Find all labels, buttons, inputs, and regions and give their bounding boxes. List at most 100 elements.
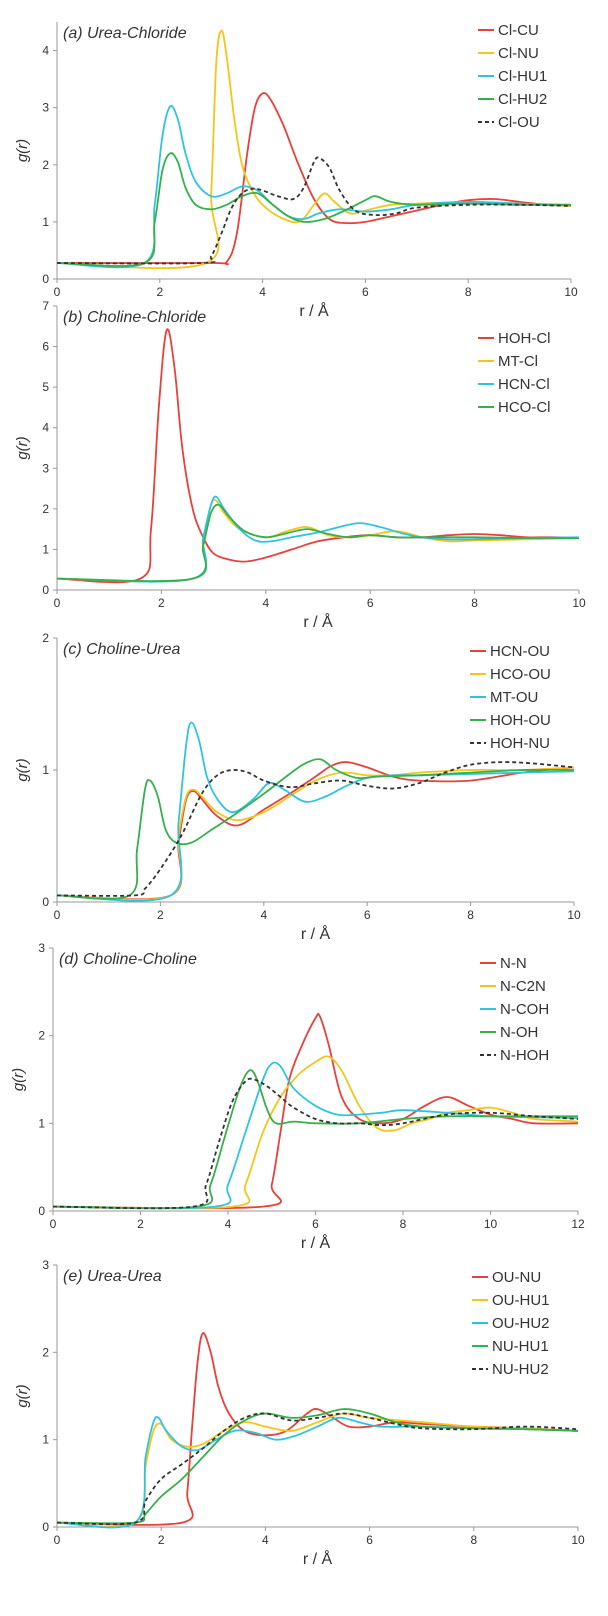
y-tick-label: 5	[42, 380, 49, 394]
y-tick-label: 0	[42, 1520, 49, 1534]
series-line-ou-hu2	[56, 1415, 579, 1529]
legend-label: OU-HU2	[492, 1315, 550, 1332]
y-tick-label: 1	[42, 1433, 49, 1447]
series-line-cl-hu1	[56, 105, 572, 269]
series-line-n-oh	[52, 1069, 578, 1210]
y-tick-label: 0	[42, 272, 49, 286]
x-tick-label: 4	[260, 908, 267, 922]
y-axis-label: g(r)	[14, 436, 31, 459]
legend-label: NU-HU2	[492, 1361, 549, 1378]
y-tick-label: 3	[42, 101, 49, 115]
series-line-cl-cu	[56, 92, 572, 266]
chart-panel-a: 0 1 2 3 4 0 2 4 6 8 10 (a) Urea-Chloride g(r) r / Å Cl…	[14, 22, 578, 320]
y-tick-label: 3	[38, 941, 45, 955]
y-tick-label: 1	[42, 542, 49, 556]
x-tick-label: 8	[471, 596, 478, 610]
x-tick-label: 0	[54, 596, 61, 610]
x-axis-label: r / Å	[301, 1233, 331, 1252]
series-line-n-hoh	[52, 1077, 579, 1210]
x-tick-label: 6	[367, 596, 374, 610]
legend-label: Cl-HU1	[498, 68, 547, 85]
x-axis-label: r / Å	[301, 924, 331, 943]
y-tick-label: 3	[42, 461, 49, 475]
x-tick-label: 6	[362, 285, 369, 299]
chart-panel-b: 0 1 2 3 4 5 6 7 0 2 4 6 8 10 (b) Choline-Chloride g(r) r…	[14, 299, 586, 631]
legend-label: N-N	[500, 955, 527, 972]
legend-label: HCO-Cl	[498, 399, 551, 416]
series-line-cl-hu2	[56, 152, 572, 267]
legend: OU-NU OU-HU1 OU-HU2 NU-HU1 NU-HU2	[472, 1269, 550, 1378]
chart-title: (a) Urea-Chloride	[63, 25, 187, 42]
x-tick-label: 4	[259, 285, 266, 299]
x-tick-label: 2	[156, 285, 163, 299]
legend-label: MT-OU	[490, 689, 538, 706]
series-line-hco-cl	[56, 503, 580, 582]
y-tick-label: 4	[42, 44, 49, 58]
series-line-ou-nu	[56, 1332, 579, 1526]
legend: Cl-CU Cl-NU Cl-HU1 Cl-HU2 Cl-OU	[478, 22, 547, 131]
legend-label: N-HOH	[500, 1047, 549, 1064]
legend-label: Cl-NU	[498, 45, 539, 62]
series-line-ou-hu1	[56, 1412, 579, 1528]
x-tick-label: 8	[467, 908, 474, 922]
y-tick-label: 1	[38, 1116, 45, 1130]
y-axis-label: g(r)	[14, 758, 31, 781]
x-tick-label: 10	[572, 596, 586, 610]
chart-title: (d) Choline-Choline	[59, 951, 197, 968]
series-line-n-c2n	[52, 1055, 579, 1210]
legend-label: NU-HU1	[492, 1338, 549, 1355]
y-tick-label: 0	[38, 1204, 45, 1218]
x-tick-label: 2	[137, 1217, 144, 1231]
y-tick-label: 0	[42, 583, 49, 597]
x-axis-label: r / Å	[299, 301, 329, 320]
legend-label: N-COH	[500, 1001, 549, 1018]
y-tick-label: 6	[42, 340, 49, 354]
y-axis-label: g(r)	[14, 139, 31, 162]
x-tick-label: 12	[571, 1217, 585, 1231]
chart-panel-c: 0 1 2 0 2 4 6 8 10 (c) Choline-Urea g(r) r / Å HCN-O…	[14, 631, 581, 943]
series-line-hoh-cl	[56, 328, 580, 584]
chart-title: (c) Choline-Urea	[63, 641, 180, 658]
x-tick-label: 4	[262, 596, 269, 610]
legend-label: N-OH	[500, 1024, 538, 1041]
y-axis-label: g(r)	[10, 1068, 27, 1091]
x-tick-label: 6	[312, 1217, 319, 1231]
legend-label: OU-NU	[492, 1269, 541, 1286]
series-line-hoh-ou	[56, 758, 575, 900]
legend: N-N N-C2N N-COH N-OH N-HOH	[480, 955, 549, 1064]
y-tick-label: 4	[42, 421, 49, 435]
x-tick-label: 2	[158, 596, 165, 610]
legend-label: HCO-OU	[490, 666, 551, 683]
y-tick-label: 2	[38, 1029, 45, 1043]
y-tick-label: 1	[42, 215, 49, 229]
y-axis-label: g(r)	[14, 1384, 31, 1407]
y-tick-label: 0	[42, 895, 49, 909]
x-tick-label: 2	[157, 908, 164, 922]
legend-label: Cl-HU2	[498, 91, 547, 108]
legend-label: N-C2N	[500, 978, 546, 995]
legend-label: HCN-OU	[490, 643, 550, 660]
y-tick-label: 2	[42, 631, 49, 645]
series-line-n-coh	[52, 1061, 579, 1210]
chart-title: (e) Urea-Urea	[63, 1268, 162, 1285]
x-tick-label: 0	[50, 1217, 57, 1231]
legend-label: MT-Cl	[498, 353, 538, 370]
legend: HOH-Cl MT-Cl HCN-Cl HCO-Cl	[478, 330, 551, 416]
legend-label: HOH-Cl	[498, 330, 551, 347]
legend-label: HOH-OU	[490, 712, 551, 729]
series-line-hoh-nu	[56, 761, 575, 897]
series-line-nu-hu1	[56, 1408, 579, 1525]
x-tick-label: 2	[158, 1533, 165, 1547]
y-tick-label: 2	[42, 502, 49, 516]
y-tick-label: 7	[42, 299, 49, 313]
y-tick-label: 2	[42, 158, 49, 172]
y-tick-label: 2	[42, 1345, 49, 1359]
legend-label: Cl-CU	[498, 22, 539, 39]
y-tick-label: 1	[42, 763, 49, 777]
series-line-hcn-cl	[56, 495, 580, 583]
legend-label: Cl-OU	[498, 114, 540, 131]
series-line-cl-nu	[56, 29, 572, 270]
x-tick-label: 4	[225, 1217, 232, 1231]
